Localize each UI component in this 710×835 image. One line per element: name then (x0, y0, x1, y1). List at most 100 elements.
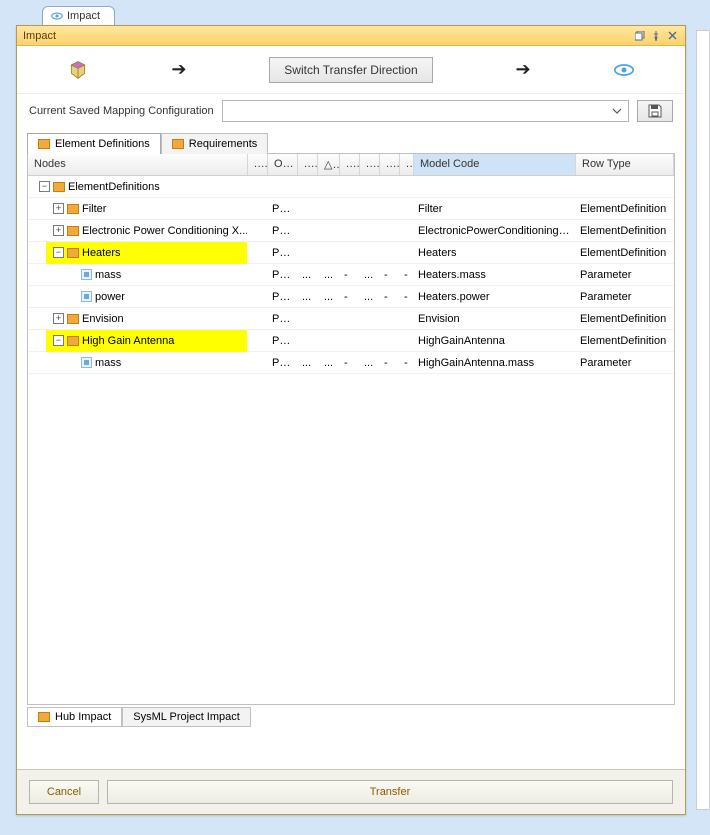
cell (248, 176, 268, 198)
tab-hub-impact[interactable]: Hub Impact (27, 707, 122, 727)
config-select[interactable] (222, 100, 629, 122)
tree-row[interactable]: −HeatersPWRHeatersElementDefinition (28, 242, 674, 264)
cube-icon (68, 60, 88, 80)
col-ellipsis[interactable]: ... (298, 154, 318, 175)
cell (298, 220, 318, 242)
cell: ... (298, 264, 318, 286)
cell (380, 198, 400, 220)
col-ellipsis[interactable]: ... (380, 154, 400, 175)
tree-row[interactable]: massPWR......-...--Heaters.massParameter (28, 264, 674, 286)
expander[interactable]: − (53, 335, 64, 346)
cell (318, 330, 340, 352)
model-code-cell: Envision (414, 308, 576, 330)
config-label: Current Saved Mapping Configuration (29, 105, 214, 117)
cell (248, 242, 268, 264)
node-label: mass (95, 352, 121, 374)
cell: ... (318, 286, 340, 308)
save-button[interactable] (637, 100, 673, 122)
tab-sysml-project-impact[interactable]: SysML Project Impact (122, 707, 251, 727)
col-sort[interactable]: △.. (318, 154, 340, 175)
cell (360, 330, 380, 352)
col-row-type[interactable]: Row Type (576, 154, 674, 175)
expander[interactable]: − (39, 181, 50, 192)
tree-grid[interactable]: Nodes ... O... ... △.. ... ... ... ... M… (27, 153, 675, 705)
tree-row[interactable]: − ElementDefinitions (28, 176, 674, 198)
cell: ... (360, 352, 380, 374)
cell: - (380, 286, 400, 308)
package-icon (53, 182, 65, 192)
cell: ... (298, 286, 318, 308)
model-code-cell: HighGainAntenna.mass (414, 352, 576, 374)
footer: Cancel Transfer (17, 769, 685, 814)
switch-transfer-button[interactable]: Switch Transfer Direction (269, 57, 432, 83)
tree-row[interactable]: −High Gain AntennaPWRHighGainAntennaElem… (28, 330, 674, 352)
cell (298, 176, 318, 198)
package-icon (67, 314, 79, 324)
cell (360, 242, 380, 264)
eye-icon (614, 60, 634, 80)
expander[interactable]: + (53, 203, 64, 214)
tab-requirements[interactable]: Requirements (161, 133, 268, 154)
col-ellipsis[interactable]: ... (400, 154, 414, 175)
grid-header-row: Nodes ... O... ... △.. ... ... ... ... M… (28, 154, 674, 176)
tree-row[interactable]: +FilterPWRFilterElementDefinition (28, 198, 674, 220)
pin-icon[interactable] (649, 29, 663, 43)
row-type-cell: ElementDefinition (576, 330, 674, 352)
cell: ... (318, 352, 340, 374)
node-cell: −High Gain Antenna (28, 330, 248, 352)
tree-row[interactable]: powerPWR......-...--Heaters.powerParamet… (28, 286, 674, 308)
transfer-button[interactable]: Transfer (107, 780, 673, 804)
col-nodes[interactable]: Nodes (28, 154, 248, 175)
cancel-button[interactable]: Cancel (29, 780, 99, 804)
expander[interactable]: + (53, 313, 64, 324)
owner-cell: PWR (268, 220, 298, 242)
cell (380, 242, 400, 264)
node-cell: mass (28, 264, 248, 286)
tab-label: Hub Impact (55, 711, 111, 723)
restore-icon[interactable] (633, 29, 647, 43)
cell (340, 220, 360, 242)
col-ellipsis[interactable]: ... (248, 154, 268, 175)
cell (248, 352, 268, 374)
cell (248, 220, 268, 242)
node-label: ElementDefinitions (68, 176, 160, 198)
owner-cell: PWR (268, 308, 298, 330)
node-cell: +Envision (28, 308, 248, 330)
col-owner[interactable]: O... (268, 154, 298, 175)
titlebar: Impact (17, 26, 685, 46)
owner-cell: PWR (268, 286, 298, 308)
cell (318, 308, 340, 330)
col-ellipsis[interactable]: ... (360, 154, 380, 175)
tab-label: Element Definitions (55, 138, 150, 150)
cell (400, 198, 414, 220)
tab-element-definitions[interactable]: Element Definitions (27, 133, 161, 154)
field-icon (81, 269, 92, 280)
col-model-code[interactable]: Model Code (414, 154, 576, 175)
model-code-cell (414, 176, 576, 198)
expander[interactable]: + (53, 225, 64, 236)
cell (248, 198, 268, 220)
tab-label: Requirements (189, 138, 257, 150)
row-type-cell (576, 176, 674, 198)
cell (248, 330, 268, 352)
tree-row[interactable]: +Electronic Power Conditioning X...PWREl… (28, 220, 674, 242)
node-cell: +Filter (28, 198, 248, 220)
model-code-cell: Filter (414, 198, 576, 220)
cell: ... (318, 264, 340, 286)
col-ellipsis[interactable]: ... (340, 154, 360, 175)
owner-cell (268, 176, 298, 198)
close-icon[interactable] (665, 29, 679, 43)
expander[interactable]: − (53, 247, 64, 258)
eye-icon (51, 10, 63, 22)
cell: - (380, 264, 400, 286)
cell (380, 330, 400, 352)
owner-cell: PWR (268, 264, 298, 286)
tree-row[interactable]: +EnvisionPWREnvisionElementDefinition (28, 308, 674, 330)
grid-body: − ElementDefinitions+Filter PWR Filter Eleme… (28, 176, 674, 374)
cell (340, 176, 360, 198)
outer-tab-impact[interactable]: Impact (42, 6, 115, 25)
cell (248, 264, 268, 286)
cell (318, 220, 340, 242)
tree-row[interactable]: massPWR......-...--HighGainAntenna.massP… (28, 352, 674, 374)
cell (248, 308, 268, 330)
